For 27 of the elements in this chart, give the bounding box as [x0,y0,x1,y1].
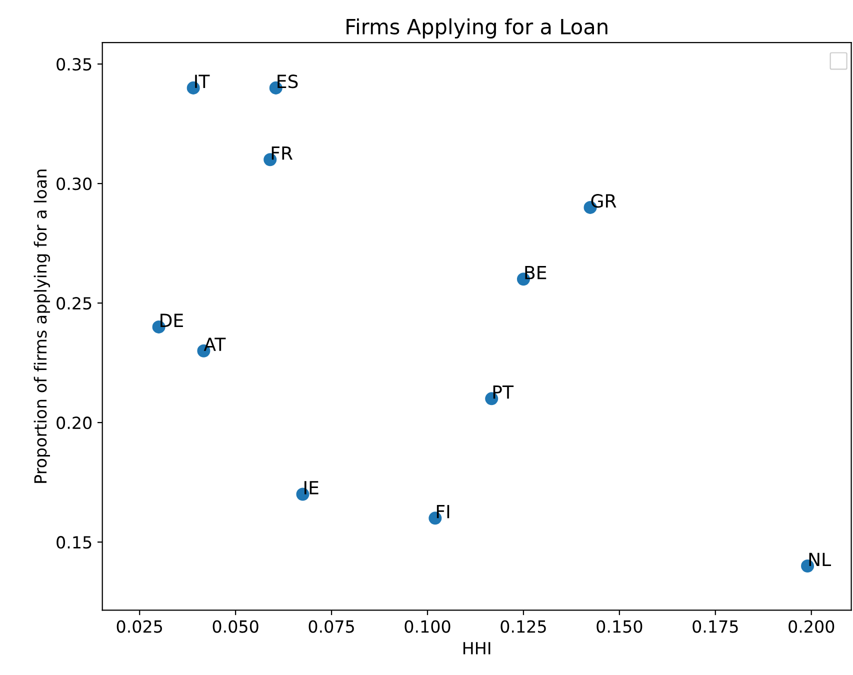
y-tick-label: 0.15 [56,536,92,549]
x-tick-label: 0.175 [692,620,738,633]
annotation: DE [160,314,183,327]
y-tick-label: 0.30 [56,178,92,190]
x-axis-title: HHI [463,642,490,654]
x-tick-label: 0.100 [404,620,450,633]
x-tick-label: 0.025 [116,620,162,633]
y-tick-label: 0.35 [56,58,92,71]
x-tick-label: 0.050 [212,620,258,633]
annotation: AT [204,338,226,351]
x-tick-label: 0.200 [788,620,834,633]
annotation: BE [525,266,546,280]
x-tick-label: 0.150 [596,620,642,633]
chart-title: Firms Applying for a Loan [346,18,608,39]
y-tick-label: 0.25 [56,297,92,310]
y-axis-title: Proportion of firms applying for a loan [34,170,50,483]
annotation: GR [591,194,616,208]
x-tick-label: 0.125 [500,620,546,633]
annotation: ES [278,74,298,88]
annotation: PT [493,386,514,399]
annotation: NL [809,552,831,566]
annotation: FR [272,146,293,160]
annotation: IT [195,74,210,88]
annotation: IE [304,481,318,494]
y-tick-label: 0.20 [56,416,92,430]
x-tick-label: 0.075 [308,620,354,633]
annotation: FI [436,505,450,518]
